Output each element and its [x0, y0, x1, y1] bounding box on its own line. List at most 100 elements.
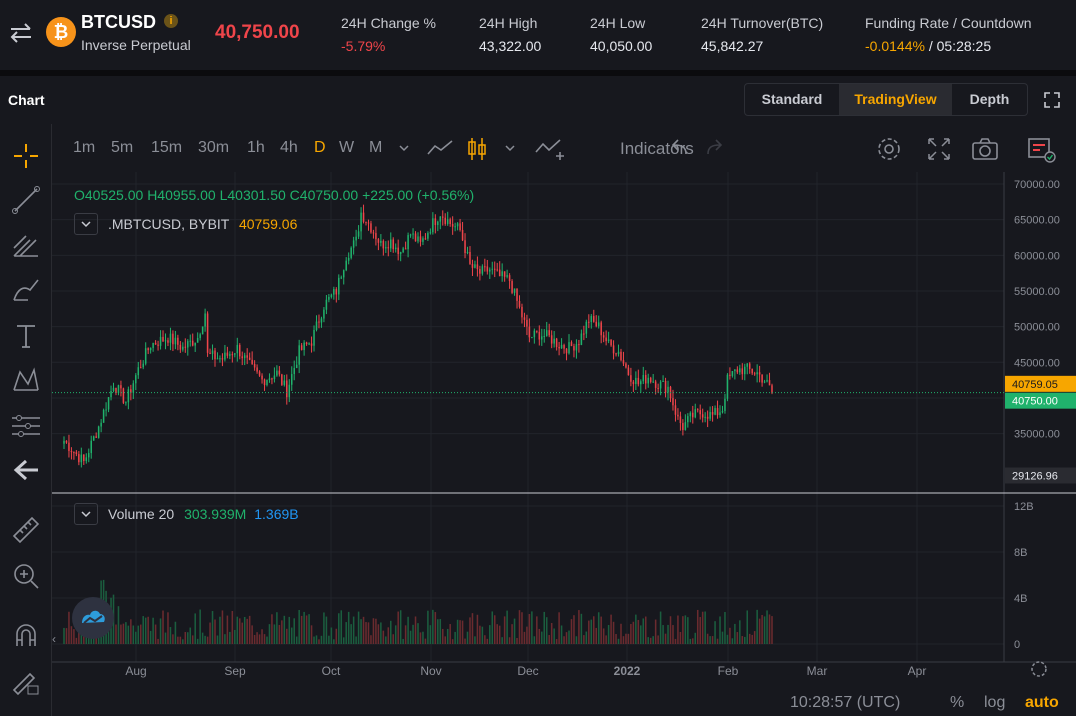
- chevron-down-icon[interactable]: [504, 142, 516, 154]
- volume-bar: [489, 625, 491, 644]
- candle-body: [90, 440, 92, 454]
- candle-body: [399, 252, 402, 255]
- volume-bar: [469, 617, 471, 644]
- tradingview-logo[interactable]: [72, 597, 114, 639]
- timeframe-5m[interactable]: 5m: [111, 139, 134, 156]
- volume-bar: [748, 633, 751, 644]
- chevron-down-icon[interactable]: [398, 142, 410, 154]
- redo-icon[interactable]: [704, 136, 724, 160]
- volume-bar: [367, 622, 370, 644]
- candle-body: [444, 217, 446, 224]
- candle-body: [503, 271, 506, 277]
- candle-body: [644, 374, 647, 384]
- lock-drawings-icon[interactable]: [10, 664, 42, 696]
- crosshair-icon[interactable]: [10, 140, 42, 172]
- candle-body: [677, 414, 679, 417]
- volume-bar: [179, 636, 182, 644]
- prediction-icon[interactable]: [10, 410, 42, 442]
- volume-collapse-button[interactable]: [74, 503, 98, 525]
- funding-label: Funding Rate / Countdown: [865, 15, 1032, 31]
- volume-bar: [75, 637, 78, 644]
- volume-bar: [424, 638, 427, 644]
- symbol-name[interactable]: BTCUSD: [81, 12, 156, 32]
- timeframe-w[interactable]: W: [339, 139, 355, 156]
- line-chart-type-icon[interactable]: [426, 136, 454, 160]
- timeframe-1m[interactable]: 1m: [73, 139, 96, 156]
- volume-bar: [370, 635, 372, 644]
- percent-scale-toggle[interactable]: %: [950, 694, 965, 711]
- magnet-icon[interactable]: [10, 620, 42, 652]
- volume-bar: [590, 619, 593, 644]
- candle-body: [167, 340, 169, 343]
- volume-bar: [330, 627, 333, 644]
- candle-body: [736, 369, 739, 373]
- candle-body: [474, 264, 476, 268]
- undo-icon[interactable]: [670, 136, 690, 160]
- volume-bar: [672, 625, 674, 644]
- candle-body: [243, 355, 246, 359]
- log-scale-toggle[interactable]: log: [984, 694, 1006, 711]
- timeframe-30m[interactable]: 30m: [198, 139, 230, 156]
- candle-type-icon[interactable]: [466, 136, 488, 162]
- candle-body: [290, 374, 293, 385]
- legend-collapse-button[interactable]: [74, 213, 98, 235]
- candle-body: [427, 233, 429, 239]
- timeframe-m[interactable]: M: [369, 139, 383, 156]
- candlestick-chart[interactable]: 70000.00 65000.00 60000.00 55000.00 50000.00…: [52, 172, 1076, 716]
- time-tick-label: Apr: [908, 664, 927, 678]
- view-standard-tab[interactable]: Standard: [761, 91, 823, 107]
- candle-body: [543, 335, 546, 337]
- candle-body: [607, 339, 610, 342]
- volume-bar: [647, 637, 649, 644]
- candle-body: [276, 370, 278, 376]
- auto-scale-toggle[interactable]: auto: [1025, 694, 1059, 711]
- camera-icon[interactable]: [970, 136, 1000, 162]
- timeframe-d[interactable]: D: [314, 139, 326, 156]
- volume-bar: [142, 616, 144, 644]
- fullscreen-icon[interactable]: [1044, 92, 1060, 108]
- scroll-left-icon[interactable]: ‹: [52, 632, 56, 646]
- volume-bar: [439, 619, 442, 644]
- volume-bar: [526, 626, 528, 644]
- candle-body: [248, 357, 251, 360]
- pattern-icon[interactable]: [10, 364, 42, 396]
- candle-body: [330, 294, 333, 298]
- timeframe-15m[interactable]: 15m: [151, 139, 183, 156]
- candle-body: [253, 363, 256, 368]
- candle-body: [496, 269, 498, 271]
- volume-bar: [657, 635, 659, 644]
- view-depth-tab[interactable]: Depth: [969, 91, 1010, 107]
- candle-body: [506, 275, 508, 277]
- volume-bar: [575, 636, 578, 644]
- fit-screen-icon[interactable]: [926, 136, 952, 162]
- volume-bar: [741, 636, 744, 644]
- candle-body: [201, 326, 204, 335]
- volume-bar: [580, 613, 583, 644]
- text-tool-icon[interactable]: [10, 320, 42, 352]
- volume-bar: [238, 618, 241, 644]
- chart-area[interactable]: 70000.00 65000.00 60000.00 55000.00 50000.00…: [52, 172, 1076, 716]
- candle-body: [652, 381, 654, 383]
- swap-markets-icon[interactable]: [8, 20, 34, 46]
- back-arrow-icon[interactable]: [10, 454, 42, 486]
- indicators-icon[interactable]: [534, 136, 564, 162]
- view-tradingview-tab[interactable]: TradingView: [839, 84, 952, 115]
- brush-icon[interactable]: [10, 274, 42, 306]
- ruler-icon[interactable]: [10, 514, 42, 546]
- timeframe-1h[interactable]: 1h: [247, 139, 265, 156]
- pitchfork-icon[interactable]: [10, 228, 42, 260]
- utc-clock[interactable]: 10:28:57 (UTC): [790, 694, 901, 711]
- volume-bar: [65, 628, 68, 644]
- info-icon[interactable]: i: [164, 14, 178, 28]
- chart-properties-icon[interactable]: [1026, 136, 1058, 164]
- zoom-icon[interactable]: [10, 560, 42, 592]
- candle-body: [662, 380, 664, 382]
- trend-line-icon[interactable]: [10, 184, 42, 216]
- candle-body: [635, 377, 637, 384]
- volume-bar: [568, 630, 570, 644]
- volume-bar: [751, 634, 753, 644]
- volume-bar: [70, 626, 73, 644]
- timeframe-4h[interactable]: 4h: [280, 139, 298, 156]
- gear-icon[interactable]: [876, 136, 902, 162]
- volume-bar: [164, 632, 167, 644]
